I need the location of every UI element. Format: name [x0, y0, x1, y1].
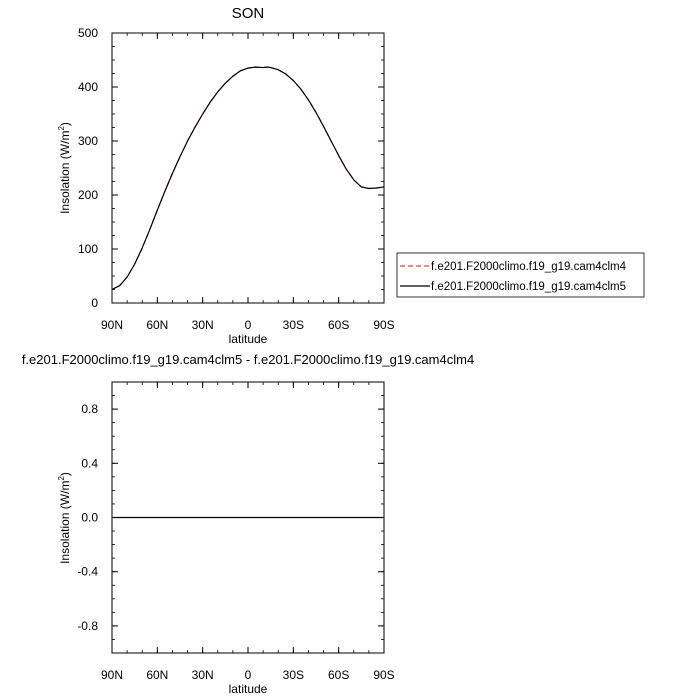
top-y-tick-label: 0	[91, 296, 98, 310]
top-x-tick-label: 90N	[101, 318, 123, 332]
top-y-axis-label-sup: 2	[57, 126, 66, 131]
bottom-x-tick-label: 60N	[146, 668, 168, 682]
legend: f.e201.F2000climo.f19_g19.cam4clm4 f.e20…	[396, 252, 645, 298]
bottom-y-tick-label: 0.4	[81, 456, 98, 470]
top-y-tick-label: 400	[78, 80, 98, 94]
legend-label-cam4clm5: f.e201.F2000climo.f19_g19.cam4clm5	[431, 281, 626, 293]
top-y-tick-label: 500	[78, 26, 98, 40]
top-series-line-1	[111, 66, 385, 291]
top-x-tick-label: 30S	[283, 318, 304, 332]
top-y-tick-label: 100	[78, 242, 98, 256]
top-y-tick-label: 300	[78, 134, 98, 148]
bottom-y-tick-label: -0.4	[77, 565, 98, 579]
bottom-x-tick-label: 90S	[373, 668, 394, 682]
bottom-y-axis-label: Insolation (W/m2)	[57, 472, 72, 564]
top-x-tick-label: 60S	[328, 318, 349, 332]
top-y-axis-label-text: Insolation (W/m	[58, 131, 72, 214]
bottom-x-tick-label: 30N	[192, 668, 214, 682]
top-chart-title: SON	[232, 5, 265, 22]
legend-box	[396, 252, 645, 298]
top-series-group	[111, 66, 385, 291]
top-series-line-0	[111, 66, 385, 291]
top-plot-frame	[111, 32, 385, 304]
top-panel: SON 90N 60N 30N 0 30S 60S 90S 0 100 200 300 400 500…	[57, 5, 395, 346]
bottom-panel: f.e201.F2000climo.f19_g19.cam4clm5 - f.e…	[22, 352, 474, 696]
top-x-tick-label: 90S	[373, 318, 394, 332]
bottom-x-tick-label: 90N	[101, 668, 123, 682]
bottom-chart-title: f.e201.F2000climo.f19_g19.cam4clm5 - f.e…	[22, 352, 474, 367]
top-y-axis-label: Insolation (W/m2)	[57, 122, 72, 214]
bottom-x-ticks: 90N 60N 30N 0 30S 60S 90S	[101, 382, 395, 682]
bottom-x-tick-label: 0	[245, 668, 252, 682]
bottom-y-axis-label-text: Insolation (W/m	[58, 481, 72, 564]
bottom-y-tick-label: 0.0	[81, 511, 98, 525]
bottom-x-axis-label: latitude	[229, 682, 268, 696]
bottom-y-ticks: -0.8 -0.4 0.0 0.4 0.8	[77, 402, 384, 633]
top-x-tick-label: 30N	[192, 318, 214, 332]
top-y-tick-label: 200	[78, 188, 98, 202]
bottom-y-tick-label: 0.8	[81, 402, 98, 416]
bottom-y-axis-label-end: )	[58, 472, 72, 476]
top-x-tick-label: 0	[245, 318, 252, 332]
bottom-y-tick-label: -0.8	[77, 619, 98, 633]
bottom-x-tick-label: 30S	[283, 668, 304, 682]
top-x-ticks: 90N 60N 30N 0 30S 60S 90S	[101, 33, 395, 332]
top-y-axis-label-end: )	[58, 122, 72, 126]
bottom-y-axis-label-sup: 2	[57, 476, 66, 481]
bottom-x-tick-label: 60S	[328, 668, 349, 682]
top-minor-ticks	[111, 32, 385, 304]
top-x-axis-label: latitude	[229, 332, 268, 346]
top-y-ticks: 0 100 200 300 400 500	[78, 26, 384, 310]
legend-label-cam4clm4: f.e201.F2000climo.f19_g19.cam4clm4	[431, 261, 627, 273]
top-x-tick-label: 60N	[146, 318, 168, 332]
